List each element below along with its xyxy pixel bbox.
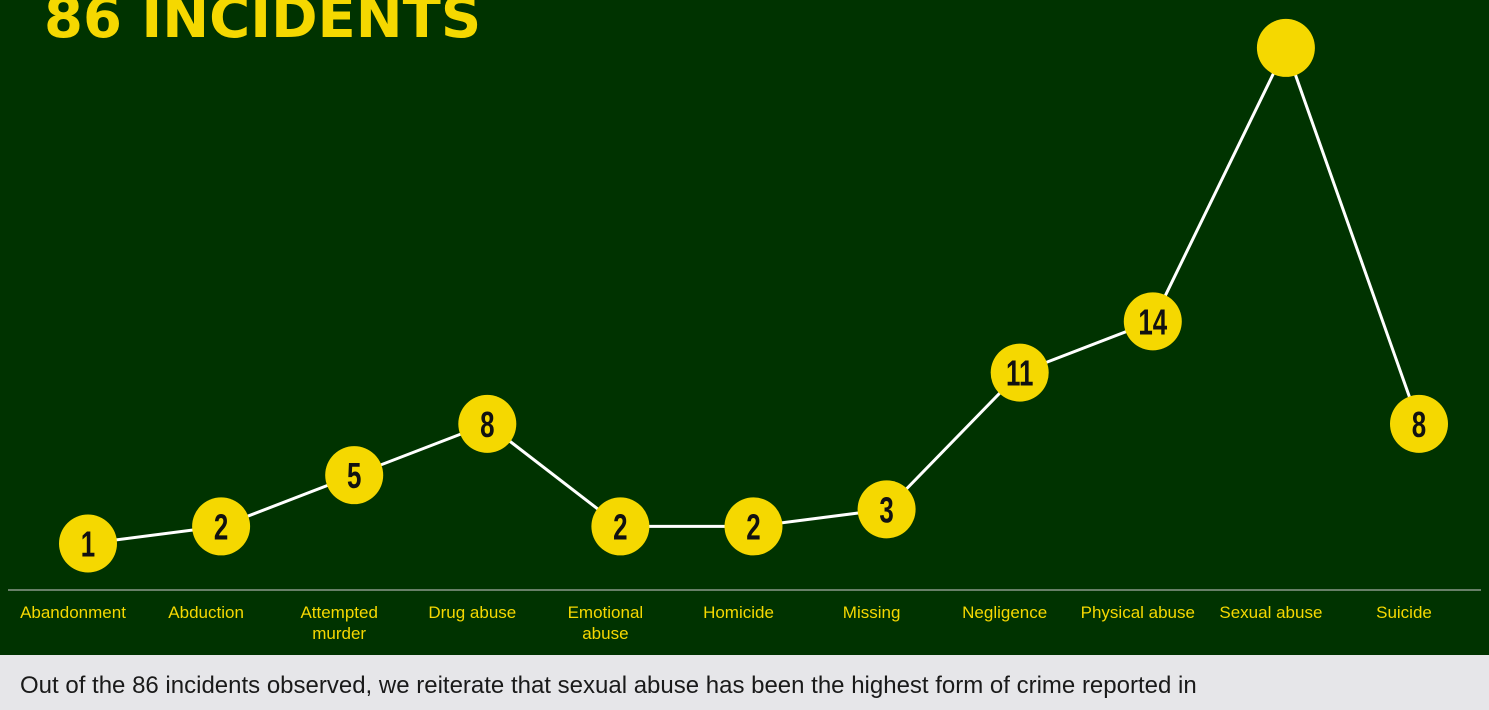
- data-label: 2: [613, 507, 627, 547]
- x-tick-label: Homicide: [669, 602, 809, 623]
- x-tick-label-line: Abduction: [168, 603, 244, 622]
- data-label: 3: [879, 490, 893, 530]
- x-tick-label-line: Physical abuse: [1080, 603, 1195, 622]
- data-label: 11: [1006, 353, 1033, 393]
- x-tick-label-line: Homicide: [703, 603, 774, 622]
- data-label: 8: [480, 405, 494, 445]
- x-tick-label: Missing: [802, 602, 942, 623]
- chart-title: 86 INCIDENTS: [44, 0, 482, 51]
- data-label: 2: [214, 507, 228, 547]
- data-point: [1256, 18, 1315, 77]
- series-line: [87, 46, 1421, 545]
- x-tick-label: Drug abuse: [402, 602, 542, 623]
- data-label: 2: [746, 507, 760, 547]
- x-tick-label: Sexual abuse: [1201, 602, 1341, 623]
- data-point: [458, 394, 517, 453]
- x-tick-label-line: Attempted: [300, 603, 378, 622]
- x-tick-label: Emotional abuse: [535, 602, 675, 644]
- x-tick-label-line: Abandonment: [20, 603, 126, 622]
- data-point: [325, 446, 384, 505]
- data-label: 8: [1412, 405, 1426, 445]
- data-label: 5: [347, 456, 361, 496]
- x-tick-label: Abandonment: [3, 602, 143, 623]
- line-chart: 1 2 5 8 2 2 3 11 14 8: [8, 18, 1481, 591]
- x-tick-label: Physical abuse: [1068, 602, 1208, 623]
- x-tick-label-line: Missing: [842, 603, 901, 622]
- data-point: [857, 480, 916, 539]
- data-label: 1: [81, 524, 95, 564]
- x-tick-label-line: Negligence: [962, 603, 1048, 622]
- x-tick-label: Negligence: [935, 602, 1075, 623]
- data-point: [1390, 394, 1448, 453]
- x-tick-label-line: Suicide: [1376, 603, 1432, 622]
- x-tick-label: Abduction: [136, 602, 276, 623]
- chart-panel: 86 INCIDENTS 1 2 5 8 2 2 3 11 14 8 Abandonment Abd…: [0, 0, 1489, 655]
- series-line-path: [87, 46, 1421, 545]
- x-tick-label: Suicide: [1334, 602, 1474, 623]
- caption-text: Out of the 86 incidents observed, we rei…: [20, 672, 1197, 699]
- data-label: 14: [1138, 302, 1167, 342]
- data-points: 1 2 5 8 2 2 3 11 14 8: [59, 18, 1448, 573]
- data-point: [1123, 292, 1182, 351]
- x-tick-label: Attempted murder: [269, 602, 409, 644]
- data-point: [591, 497, 650, 556]
- data-point: [59, 514, 117, 573]
- x-tick-label-line: murder: [312, 624, 367, 643]
- x-tick-label-line: Sexual abuse: [1219, 603, 1323, 622]
- x-tick-label-line: Drug abuse: [428, 603, 517, 622]
- data-point: [990, 343, 1049, 402]
- data-point: [192, 497, 251, 556]
- caption-bar: Out of the 86 incidents observed, we rei…: [0, 655, 1489, 710]
- x-tick-label-line: abuse: [582, 624, 629, 643]
- x-tick-label-line: Emotional: [567, 603, 644, 622]
- data-point: [724, 497, 783, 556]
